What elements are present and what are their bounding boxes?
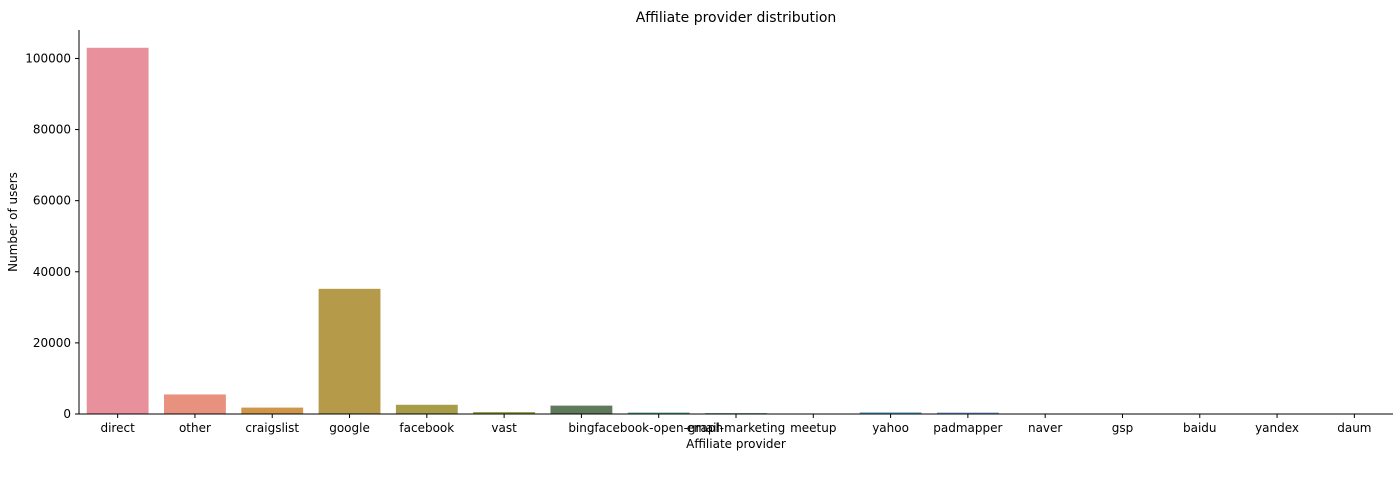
bar-bing xyxy=(550,406,612,414)
x-tick-label-other: other xyxy=(179,421,211,435)
y-tick-label: 0 xyxy=(63,407,71,421)
x-tick-label-google: google xyxy=(329,421,370,435)
x-tick-label-padmapper: padmapper xyxy=(933,421,1002,435)
y-tick-label: 100000 xyxy=(25,51,71,65)
x-tick-label-yahoo: yahoo xyxy=(872,421,909,435)
bar-craigslist xyxy=(241,408,303,414)
y-tick-label: 20000 xyxy=(33,336,71,350)
y-axis-ticks: 0 20000 40000 60000 80000 100000 xyxy=(25,51,79,421)
x-tick-label-direct: direct xyxy=(100,421,135,435)
x-tick-label-gsp: gsp xyxy=(1112,421,1134,435)
y-tick-label: 60000 xyxy=(33,194,71,208)
bar-other xyxy=(164,394,226,414)
x-tick-label-baidu: baidu xyxy=(1183,421,1217,435)
x-tick-label-yandex: yandex xyxy=(1255,421,1299,435)
x-axis-ticks: direct other craigslist google facebook vast b… xyxy=(100,414,1371,435)
x-tick-label-craigslist: craigslist xyxy=(245,421,299,435)
y-axis-label: Number of users xyxy=(6,172,20,272)
x-tick-label-daum: daum xyxy=(1337,421,1371,435)
chart-title: Affiliate provider distribution xyxy=(636,10,837,26)
y-tick-label: 80000 xyxy=(33,123,71,137)
x-axis-label: Affiliate provider xyxy=(686,437,786,451)
bar-google xyxy=(319,289,381,414)
x-tick-label-bing: bing xyxy=(568,421,594,435)
x-tick-label-vast: vast xyxy=(491,421,517,435)
bars xyxy=(87,48,1386,414)
bar-facebook xyxy=(396,405,458,414)
axes xyxy=(79,30,1393,414)
y-tick-label: 40000 xyxy=(33,265,71,279)
bar-direct xyxy=(87,48,149,414)
x-tick-label-naver: naver xyxy=(1028,421,1062,435)
x-tick-label-facebook: facebook xyxy=(399,421,454,435)
x-tick-label-meetup: meetup xyxy=(790,421,836,435)
x-tick-label-email-marketing: email-marketing xyxy=(687,421,786,435)
